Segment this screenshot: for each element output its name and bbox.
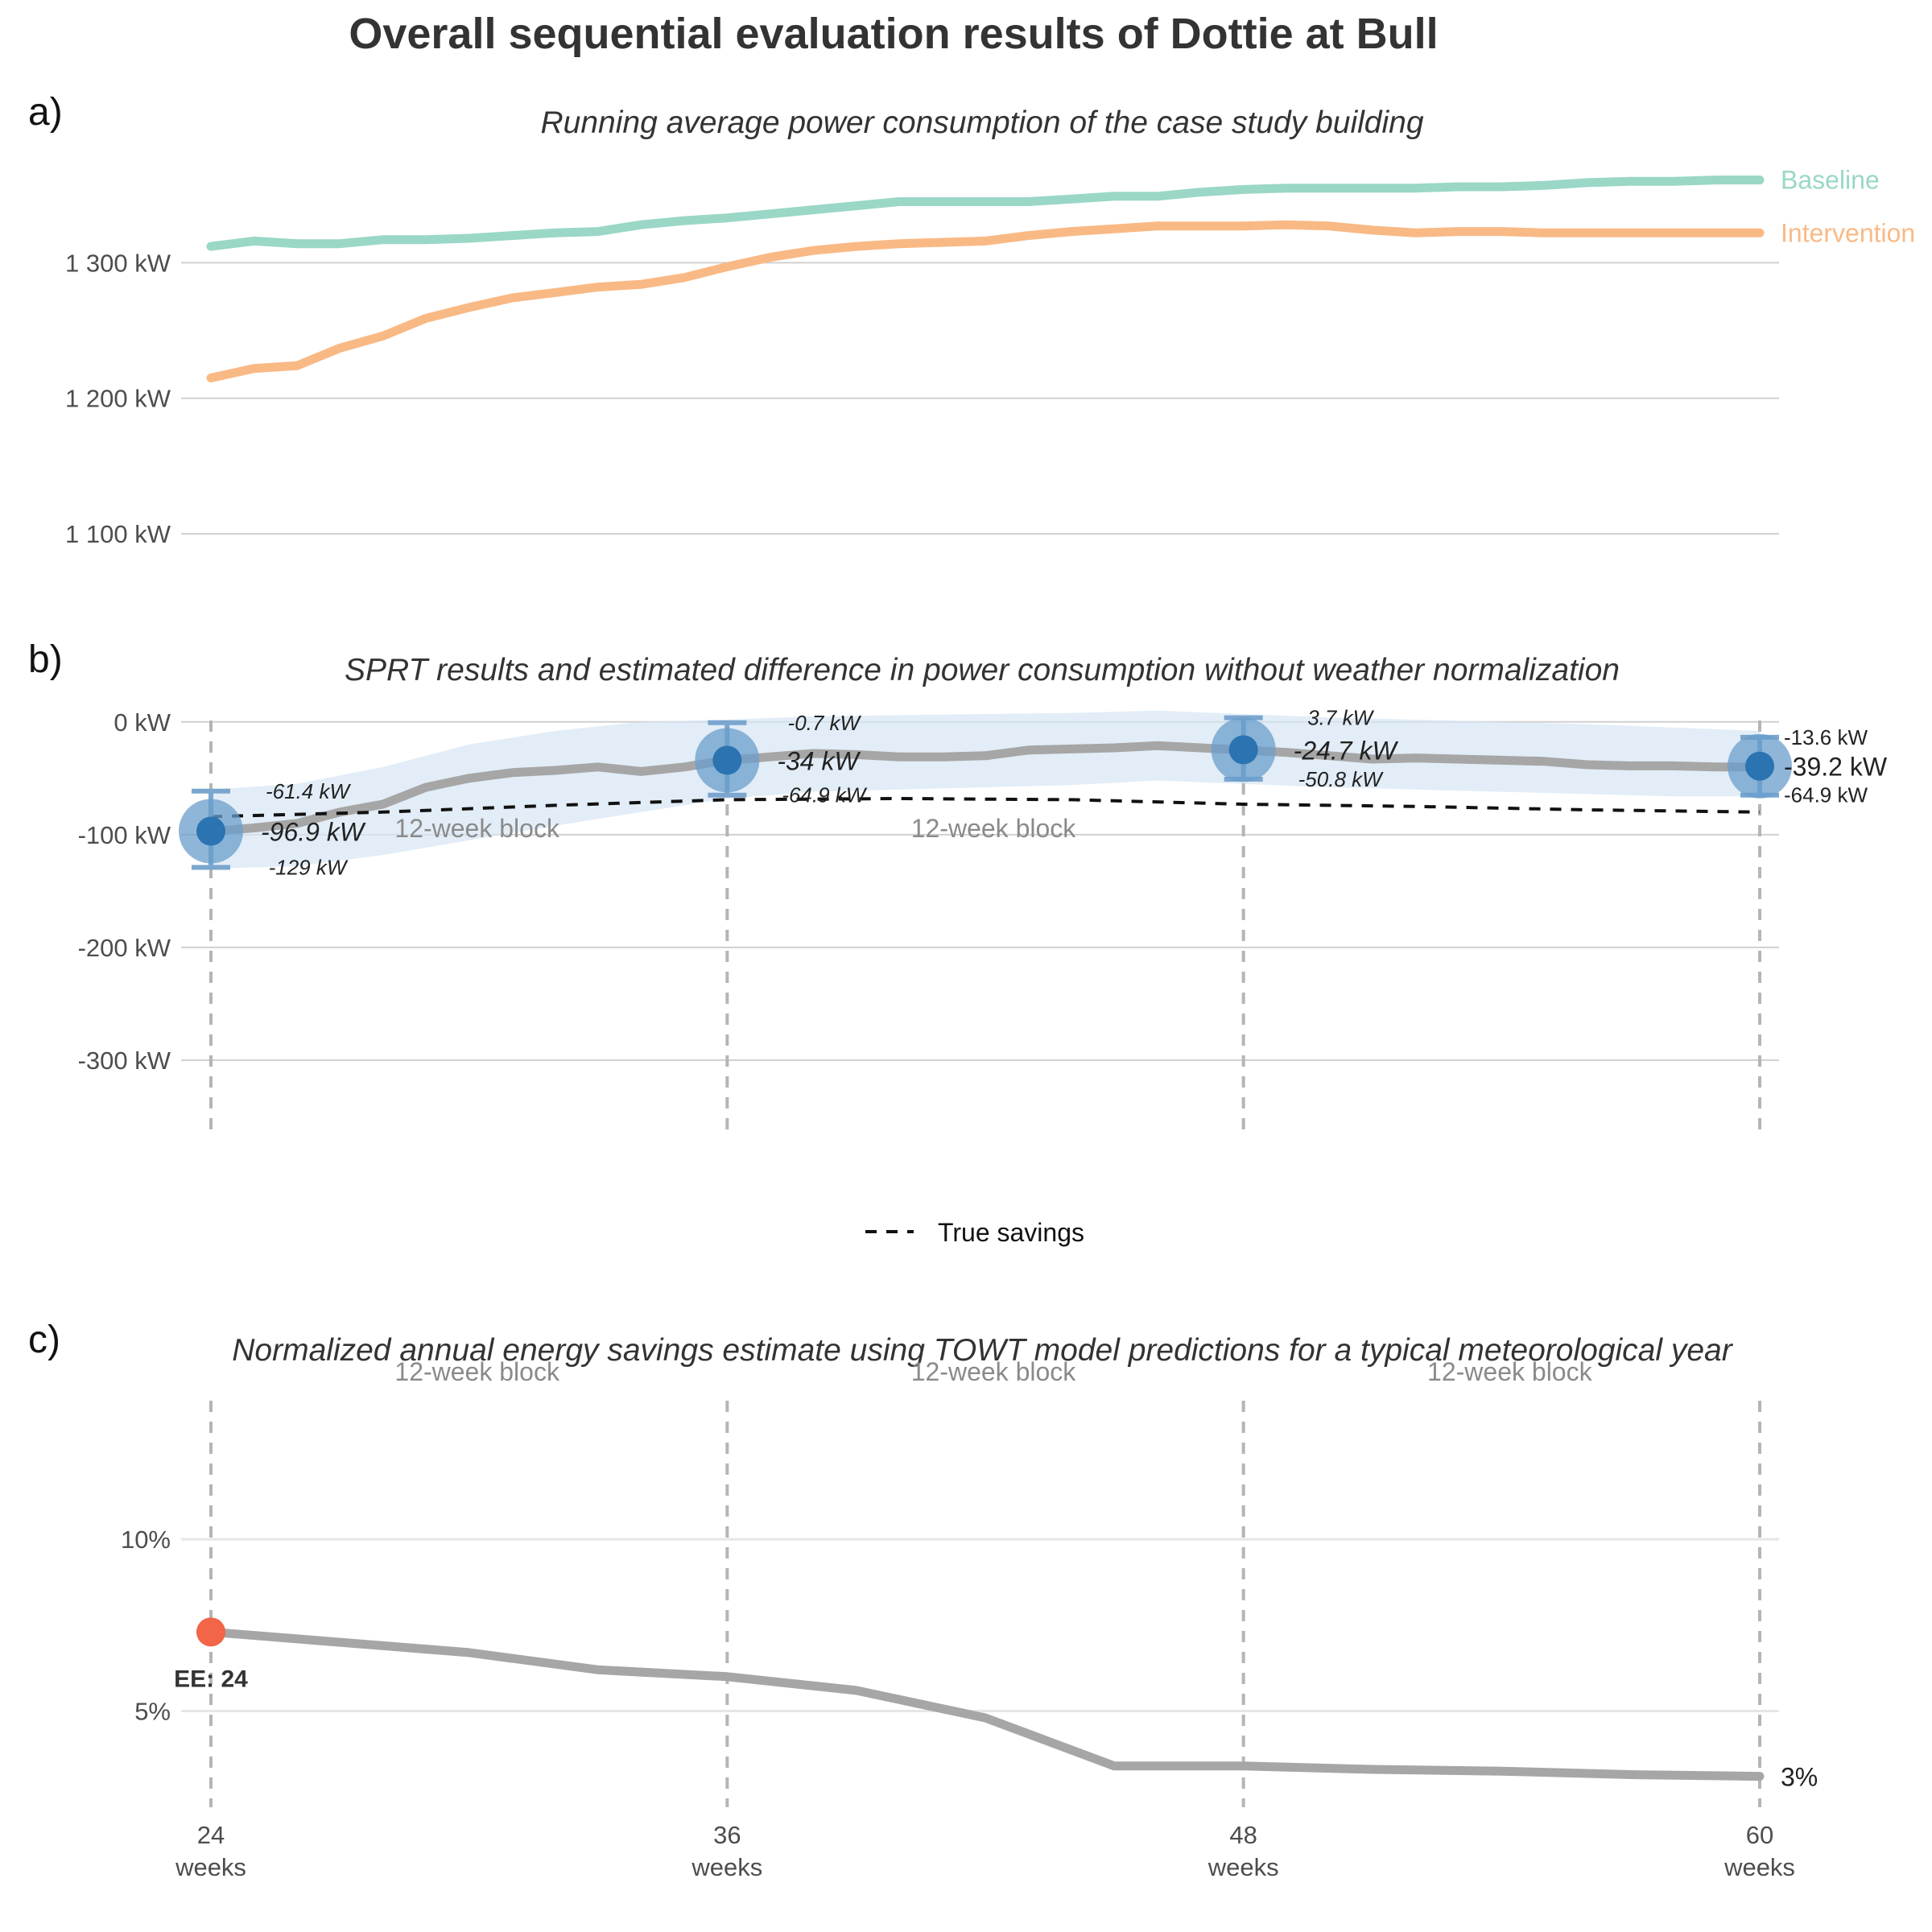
panel-a-series-line-intervention bbox=[206, 220, 1765, 382]
panel-b-y-tick-label: -200 kW bbox=[78, 934, 171, 962]
panel-b-upper-label: 3.7 kW bbox=[1307, 706, 1374, 730]
panel-c: c) Normalized annual energy savings esti… bbox=[28, 1319, 1818, 1881]
panel-b-confidence-ribbon bbox=[211, 710, 1760, 869]
panel-a: a) Running average power consumption of … bbox=[28, 91, 1915, 548]
panel-c-savings-line bbox=[206, 1627, 1765, 1781]
panel-a-y-tick-label: 1 200 kW bbox=[65, 385, 171, 413]
panel-c-x-tick-unit: weeks bbox=[1208, 1853, 1279, 1881]
panel-b-estimate-label: -39.2 kW bbox=[1784, 753, 1888, 782]
panel-b-lower-label: -64.9 kW bbox=[1784, 783, 1868, 807]
panel-a-subtitle: Running average power consumption of the… bbox=[540, 105, 1423, 140]
panel-b-estimate-line bbox=[206, 741, 1765, 836]
panel-b-block-label: 12-week block bbox=[394, 814, 560, 843]
panel-c-x-tick-label: 48 bbox=[1229, 1821, 1257, 1849]
panel-b-true-savings-line bbox=[210, 796, 1761, 819]
panel-c-end-label: 3% bbox=[1781, 1763, 1818, 1792]
panel-a-series-line-baseline bbox=[206, 175, 1765, 251]
panel-b-content: 12-week block 12-week block -61.4 kW -96.9 … bbox=[179, 706, 1888, 1139]
panel-b-lower-label: -50.8 kW bbox=[1298, 767, 1384, 791]
panel-c-subtitle: Normalized annual energy savings estimat… bbox=[232, 1333, 1733, 1368]
panel-a-series-label-baseline: Baseline bbox=[1781, 166, 1880, 195]
panel-c-x-tick-label: 60 bbox=[1746, 1821, 1773, 1849]
panel-a-series: Baseline Intervention bbox=[206, 166, 1915, 382]
panel-c-ee-point bbox=[196, 1617, 225, 1647]
panel-b-subtitle: SPRT results and estimated difference in… bbox=[345, 653, 1620, 687]
panel-b-estimate-label: -96.9 kW bbox=[261, 818, 366, 847]
panel-b: b) SPRT results and estimated difference… bbox=[28, 638, 1888, 1247]
panel-b-sprt-point bbox=[1745, 751, 1774, 781]
panel-c-x-tick-unit: weeks bbox=[691, 1853, 762, 1881]
panel-b-y-tick-label: 0 kW bbox=[114, 708, 171, 737]
panel-a-y-tick-label: 1 100 kW bbox=[65, 520, 171, 548]
panel-a-series-label-intervention: Intervention bbox=[1781, 218, 1915, 247]
panel-a-y-tick-label: 1 300 kW bbox=[65, 249, 171, 277]
panel-b-legend: True savings bbox=[865, 1218, 1084, 1247]
panel-b-sprt-point bbox=[1228, 735, 1258, 765]
panel-c-content: 24 weeks 36 weeks 48 weeks 60 weeks 12-week bloc… bbox=[174, 1357, 1818, 1881]
panel-c-block-label: 12-week block bbox=[394, 1357, 560, 1386]
panel-c-y-tick-label: 10% bbox=[121, 1525, 171, 1554]
panel-c-x-tick-label: 24 bbox=[197, 1821, 225, 1849]
panel-c-x-tick-label: 36 bbox=[713, 1821, 741, 1849]
panel-b-sprt-point bbox=[712, 745, 742, 775]
panel-c-grid: 5% 10% bbox=[121, 1525, 1779, 1725]
panel-a-tag: a) bbox=[28, 91, 63, 134]
figure-title: Overall sequential evaluation results of… bbox=[349, 10, 1438, 58]
panel-b-estimate-label: -34 kW bbox=[777, 746, 861, 775]
panel-c-block-label: 12-week block bbox=[1427, 1357, 1593, 1386]
panel-c-tag: c) bbox=[28, 1319, 60, 1361]
panel-b-block-label: 12-week block bbox=[911, 814, 1077, 843]
panel-b-y-tick-label: -100 kW bbox=[78, 821, 171, 849]
panel-c-block-label: 12-week block bbox=[911, 1357, 1077, 1386]
panel-b-sprt-point bbox=[196, 816, 225, 846]
panel-c-ee-label: EE: 24 bbox=[174, 1666, 248, 1692]
panel-b-upper-label: -61.4 kW bbox=[266, 779, 351, 803]
panel-b-lower-label: -129 kW bbox=[269, 855, 349, 879]
panel-b-estimate-label: -24.7 kW bbox=[1294, 736, 1399, 765]
panel-b-upper-label: -13.6 kW bbox=[1784, 725, 1868, 749]
panel-c-x-tick-unit: weeks bbox=[175, 1853, 246, 1881]
panel-b-upper-label: -0.7 kW bbox=[788, 711, 862, 735]
panel-b-y-tick-label: -300 kW bbox=[78, 1046, 171, 1075]
panel-c-y-tick-label: 5% bbox=[134, 1697, 171, 1725]
legend-true-savings-label: True savings bbox=[938, 1218, 1084, 1247]
panel-b-lower-label: -64.9 kW bbox=[782, 783, 867, 807]
panel-c-x-tick-unit: weeks bbox=[1724, 1853, 1795, 1881]
panel-b-tag: b) bbox=[28, 638, 63, 681]
panel-a-grid: 1 100 kW 1 200 kW 1 300 kW bbox=[65, 249, 1779, 548]
